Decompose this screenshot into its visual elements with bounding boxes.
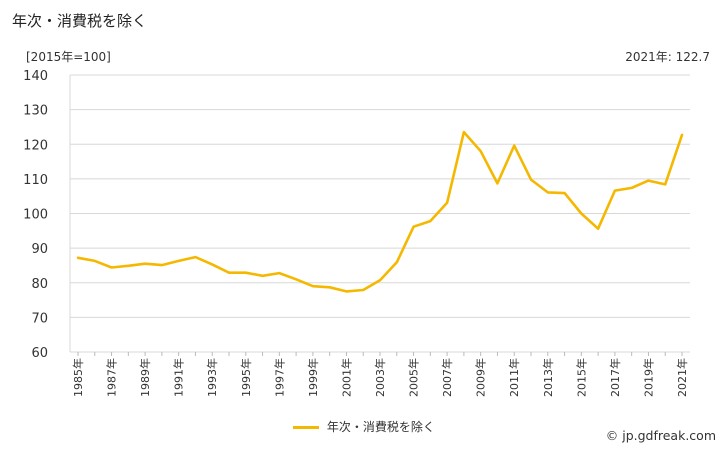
x-tick-label: 1995年 <box>239 358 253 397</box>
x-tick-label: 1997年 <box>272 358 286 397</box>
chart-title: 年次・消費税を除く <box>12 12 148 30</box>
x-tick-label: 2011年 <box>507 358 521 397</box>
legend-label: 年次・消費税を除く <box>326 420 435 434</box>
y-tick-label: 90 <box>31 242 48 257</box>
x-tick-label: 1987年 <box>105 358 119 397</box>
x-tick-label: 2021年 <box>675 358 689 397</box>
x-tick-label: 2007年 <box>440 358 454 397</box>
x-tick-label: 2017年 <box>608 358 622 397</box>
x-tick-label: 1993年 <box>205 358 219 397</box>
series-line <box>76 130 684 293</box>
x-tick-label: 2015年 <box>574 358 588 397</box>
y-axis-ticks: 60 70 80 90 100 110 120 130 140 <box>23 69 48 361</box>
credit: © jp.gdfreak.com <box>606 428 716 443</box>
y-tick-label: 130 <box>23 104 48 119</box>
y-tick-label: 110 <box>23 173 48 188</box>
x-tick-label: 2019年 <box>641 358 655 397</box>
x-tick-label: 2005年 <box>407 358 421 397</box>
x-tick-label: 1999年 <box>306 358 320 397</box>
y-tick-label: 120 <box>23 138 48 153</box>
grid-lines <box>69 74 690 353</box>
x-tick-label: 2003年 <box>373 358 387 397</box>
legend: 年次・消費税を除く <box>0 418 728 435</box>
x-tick-label: 2009年 <box>474 358 488 397</box>
series-layer <box>76 130 684 293</box>
credit-text: jp.gdfreak.com <box>622 428 716 443</box>
y-tick-label: 100 <box>23 208 48 223</box>
copyright-icon: © <box>605 428 619 443</box>
x-tick-label: 1989年 <box>138 358 152 397</box>
x-tick-label: 2001年 <box>339 358 353 397</box>
x-tick-label: 1991年 <box>172 358 186 397</box>
y-tick-label: 70 <box>31 311 48 326</box>
y-tick-label: 140 <box>23 69 48 84</box>
x-tick-label: 2013年 <box>541 358 555 397</box>
y-tick-label: 60 <box>31 346 48 361</box>
unit-label: [2015年=100] <box>26 50 111 64</box>
y-tick-label: 80 <box>31 277 48 292</box>
latest-value-label: 2021年: 122.7 <box>625 50 710 64</box>
x-axis-ticks: 1985年 1987年 1989年 1991年 1993年 1995年 1997年 1999年… <box>71 352 689 397</box>
x-tick-label: 1985年 <box>71 358 85 397</box>
legend-swatch <box>293 426 320 429</box>
